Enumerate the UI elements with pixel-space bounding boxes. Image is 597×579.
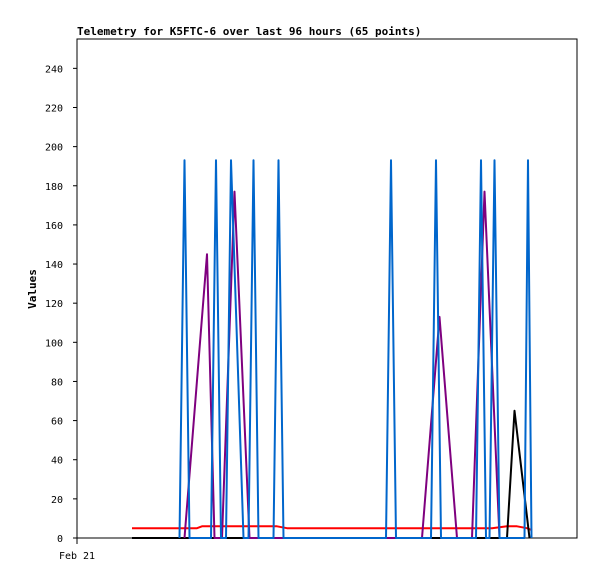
- x-tick-label: Feb 21: [59, 551, 95, 562]
- series-layer: [132, 159, 533, 539]
- y-tick-label: 200: [45, 143, 63, 154]
- y-tick-label: 240: [45, 64, 63, 75]
- x-axis: Feb 21: [59, 538, 95, 562]
- series-line-4: [178, 159, 533, 539]
- y-tick-label: 100: [45, 338, 63, 349]
- series-line-1: [132, 525, 533, 532]
- y-tick-label: 220: [45, 103, 63, 114]
- plot-frame: [76, 38, 578, 539]
- chart-title: Telemetry for K5FTC-6 over last 96 hours…: [77, 25, 421, 38]
- y-tick-label: 20: [51, 495, 63, 506]
- y-tick-label: 40: [51, 456, 63, 467]
- y-tick-label: 180: [45, 182, 63, 193]
- y-tick-label: 80: [51, 377, 63, 388]
- y-tick-label: 160: [45, 221, 63, 232]
- y-tick-label: 140: [45, 260, 63, 271]
- y-axis-label: Values: [26, 269, 39, 309]
- y-tick-label: 0: [57, 534, 63, 545]
- y-tick-label: 120: [45, 299, 63, 310]
- y-tick-label: 60: [51, 417, 63, 428]
- y-axis: 0 20 40 60 80 100 120 140 160 180 200 220 240: [45, 64, 77, 545]
